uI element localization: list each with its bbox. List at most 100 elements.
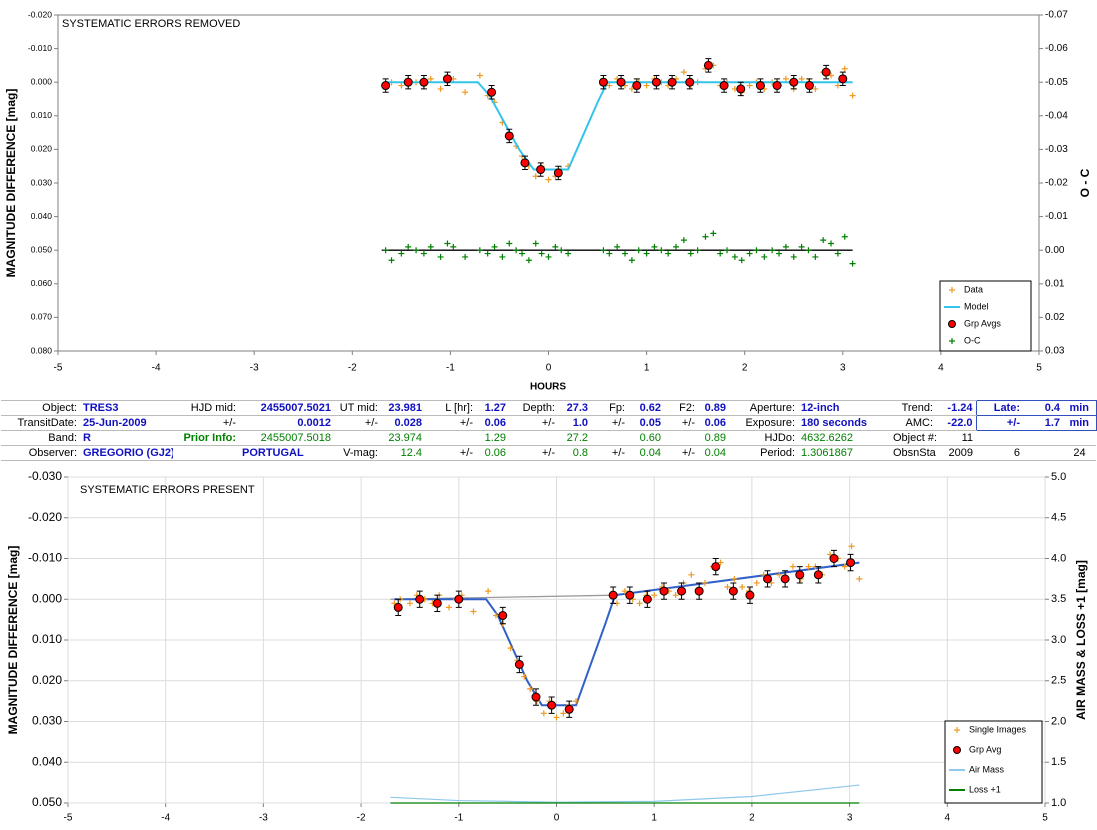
table-cell: min [1063, 400, 1097, 416]
data-point [841, 65, 848, 72]
table-cell: 27.2 [558, 430, 591, 446]
table-cell: UT mid: [334, 400, 381, 416]
data-point [600, 247, 607, 254]
data-point [476, 247, 483, 254]
group-average [763, 574, 773, 584]
table-row: Band: R Prior Info: 2455007.5018 23.974 1.29 2… [1, 430, 1096, 446]
data-point [628, 257, 635, 264]
group-average [642, 594, 652, 604]
data-point [484, 250, 491, 257]
table-cell: AMC: [890, 415, 936, 431]
table-cell: 0.028 [381, 415, 425, 431]
y-tick-label: 0.010 [31, 110, 53, 120]
data-point [538, 250, 545, 257]
data-point [388, 257, 395, 264]
data-point [717, 250, 724, 257]
y2-tick-label: 0.03 [1045, 346, 1065, 357]
table-cell: TRES3 [80, 400, 173, 416]
x-tick-label: -3 [250, 363, 259, 374]
group-average [745, 590, 755, 600]
table-cell [976, 430, 1023, 446]
data-point [636, 600, 643, 607]
group-average [821, 67, 831, 77]
legend-label: Grp Avg [969, 744, 1001, 754]
x-tick-label: 2 [742, 363, 748, 374]
group-average [415, 594, 425, 604]
x-tick-label: -2 [348, 363, 357, 374]
legend-label: Grp Avgs [964, 318, 1001, 328]
data-point [499, 253, 506, 260]
y-tick-label: 0.050 [31, 244, 53, 254]
legend-swatch [948, 320, 956, 328]
y2-tick-label: 0.00 [1045, 245, 1065, 256]
table-cell: 24 [1063, 445, 1096, 461]
x-tick-label: -5 [64, 813, 73, 824]
data-point [513, 247, 520, 254]
x-tick-label: -2 [357, 813, 366, 824]
data-point [420, 250, 427, 257]
y2-tick-label: -0.06 [1045, 43, 1068, 54]
data-point [545, 253, 552, 260]
legend-label: Air Mass [969, 764, 1005, 774]
table-cell: 0.62 [628, 400, 664, 416]
x-tick-label: 3 [847, 813, 853, 824]
data-point [856, 575, 863, 582]
x-tick-label: 5 [1042, 813, 1048, 824]
table-cell: F2: [664, 400, 698, 416]
data-point [427, 243, 434, 250]
group-average [454, 594, 464, 604]
data-point [552, 243, 559, 250]
table-cell: 1.3061867 [798, 445, 890, 461]
table-cell: Trend: [890, 400, 936, 416]
data-point [470, 608, 477, 615]
table-cell [1063, 430, 1096, 446]
table-cell [1023, 430, 1063, 446]
group-average [625, 590, 635, 600]
table-cell: 0.04 [698, 445, 729, 461]
table-cell [334, 430, 381, 446]
x-tick-label: -1 [454, 813, 463, 824]
group-average [616, 77, 626, 87]
y2-tick-label: 2.5 [1051, 675, 1066, 687]
x-tick-label: -4 [152, 363, 161, 374]
x-tick-label: -3 [259, 813, 268, 824]
data-point [812, 253, 819, 260]
data-point [738, 257, 745, 264]
x-tick-label: 1 [644, 363, 650, 374]
table-cell: GREGORIO (GJ2) [80, 445, 173, 461]
y2-tick-label: 1.0 [1051, 797, 1066, 809]
data-point [485, 588, 492, 595]
group-average [667, 77, 677, 87]
data-point [848, 543, 855, 550]
table-cell: L [hr]: [425, 400, 476, 416]
table-cell: 23.974 [381, 430, 425, 446]
data-point [560, 710, 567, 717]
group-average [504, 131, 514, 141]
table-cell: +/- [425, 445, 476, 461]
data-point [798, 75, 805, 82]
table-cell: ObsnStartDate: [890, 445, 936, 461]
x-tick-label: 5 [1036, 363, 1042, 374]
data-point [614, 243, 621, 250]
y2-tick-label: -0.04 [1045, 110, 1068, 121]
data-point [665, 250, 672, 257]
data-point [673, 243, 680, 250]
group-average [381, 81, 391, 91]
y-tick-label: -0.010 [28, 43, 52, 53]
table-row: Object: TRES3 HJD mid: 2455007.5021 UT mid: 2… [1, 400, 1097, 416]
table-cell: +/- [509, 415, 558, 431]
data-point [658, 247, 665, 254]
table-cell: Band: [1, 430, 80, 446]
table-cell [1023, 445, 1063, 461]
plot-area [57, 14, 1040, 352]
x-tick-label: 0 [554, 813, 560, 824]
y-tick-label: 0.040 [31, 211, 53, 221]
table-cell: 27.3 [558, 400, 591, 416]
table-cell: R [80, 430, 173, 446]
data-point [805, 247, 812, 254]
group-average [598, 77, 608, 87]
data-point [761, 253, 768, 260]
data-point [782, 243, 789, 250]
table-cell: Exposure: [729, 415, 798, 431]
table-cell: 0.89 [698, 400, 729, 416]
